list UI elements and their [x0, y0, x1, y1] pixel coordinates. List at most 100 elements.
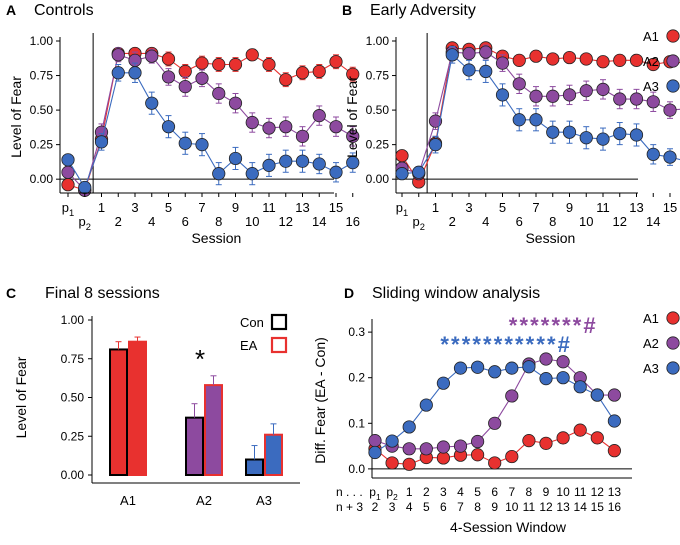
x-tick-label-top: 5 — [474, 485, 481, 499]
data-point — [479, 64, 493, 79]
data-point — [212, 167, 226, 181]
data-point — [562, 125, 577, 139]
data-point — [78, 180, 92, 195]
data-point — [579, 84, 593, 98]
data-point — [312, 64, 326, 79]
panel-b: B Early Adversity 0.00 0.25 0.50 0.75 1.00 Leve… — [342, 2, 680, 246]
x-tick-label-top: p1 — [369, 485, 381, 502]
data-point — [573, 380, 587, 394]
data-point — [573, 423, 587, 437]
data-point — [556, 371, 570, 385]
data-point — [279, 73, 293, 87]
data-point — [613, 92, 627, 106]
data-point — [646, 95, 660, 109]
panel-letter: A — [6, 2, 16, 18]
data-point — [546, 52, 560, 66]
legend-marker — [666, 336, 680, 350]
x-tick-label-bottom: 15 — [591, 500, 605, 514]
x-tick-label-bottom: 12 — [539, 500, 553, 514]
data-point — [607, 444, 622, 458]
data-point — [312, 109, 326, 123]
legend-marker — [666, 79, 680, 93]
data-point — [94, 135, 109, 149]
legend-marker — [666, 54, 680, 68]
data-point — [212, 57, 226, 72]
data-point — [590, 388, 604, 402]
y-tick-label: 0.75 — [30, 69, 54, 83]
data-point — [346, 156, 360, 170]
x-tick-label-bottom: 8 — [215, 214, 222, 229]
data-point — [295, 154, 310, 168]
data-point — [646, 57, 660, 72]
x-tick-label-top: 3 — [131, 200, 138, 215]
data-point — [590, 431, 604, 445]
panel-d: D Sliding window analysis 0.0 0.1 0.2 0.3 Diff… — [312, 285, 632, 535]
legend-label: A1 — [643, 29, 659, 44]
data-point — [262, 158, 276, 172]
x-prefix-top: n . . . — [336, 485, 363, 499]
legend-label: Con — [240, 315, 264, 330]
panel-title: Sliding window analysis — [372, 285, 540, 302]
data-point — [663, 150, 677, 164]
y-tick-label: 0.3 — [348, 325, 365, 339]
x-tick-label-bottom: 16 — [346, 214, 360, 229]
series-line — [401, 53, 680, 175]
data-point — [512, 77, 526, 91]
data-point — [436, 451, 450, 465]
data-point — [495, 88, 510, 102]
legend-marker — [666, 311, 680, 325]
x-tick-label-top: 9 — [543, 485, 550, 499]
x-tick-label-bottom: 13 — [556, 500, 570, 514]
data-point — [145, 49, 159, 63]
x-tick-label-top: 9 — [566, 200, 573, 215]
data-point — [178, 80, 192, 94]
data-point — [629, 128, 644, 142]
data-point — [195, 56, 209, 70]
data-point — [228, 96, 243, 110]
data-point — [462, 46, 476, 61]
data-point — [613, 126, 627, 141]
x-tick-label-bottom: 6 — [440, 500, 447, 514]
data-point — [596, 55, 610, 69]
x-axis-label: Session — [191, 230, 241, 246]
data-point — [505, 449, 519, 464]
y-tick-label: 0.75 — [61, 352, 85, 366]
x-tick-label-top: 13 — [629, 200, 643, 215]
series-line — [67, 52, 354, 191]
x-axis-label: 4-Session Window — [450, 519, 567, 535]
data-point — [346, 67, 360, 81]
data-point — [663, 103, 677, 117]
x-tick-label-top: 3 — [465, 200, 472, 215]
data-point — [522, 360, 536, 374]
x-tick-label-top: 12 — [591, 485, 605, 499]
data-point — [529, 113, 543, 127]
data-point — [629, 92, 644, 106]
x-tick-label-top: 11 — [596, 200, 610, 215]
x-tick-label-bottom: 2 — [372, 500, 379, 514]
x-tick-label-top: 10 — [556, 485, 570, 499]
data-point — [329, 55, 343, 69]
y-tick-label: 0.00 — [30, 172, 54, 186]
x-tick-label-top: 1 — [432, 200, 439, 215]
data-point — [556, 355, 570, 369]
y-tick-label: 0.75 — [366, 69, 390, 83]
y-axis-label: Level of Fear — [344, 76, 360, 158]
x-tick-label-top: 5 — [499, 200, 506, 215]
data-point — [385, 456, 399, 470]
bar-con-a2 — [185, 416, 204, 476]
data-point — [646, 147, 660, 161]
data-point — [412, 165, 426, 179]
data-point — [161, 70, 176, 84]
data-point — [402, 457, 416, 471]
significance-a2: *******# — [509, 313, 598, 338]
x-tick-label-bottom: p2 — [413, 214, 425, 232]
panel-letter: C — [6, 285, 16, 301]
data-point — [546, 89, 560, 103]
legend-marker — [666, 361, 680, 375]
series-line — [401, 47, 680, 184]
data-point — [402, 442, 416, 456]
bar-ea-a2 — [204, 384, 223, 477]
x-tick-label-bottom: 16 — [608, 500, 622, 514]
x-tick-label-top: 2 — [423, 485, 430, 499]
